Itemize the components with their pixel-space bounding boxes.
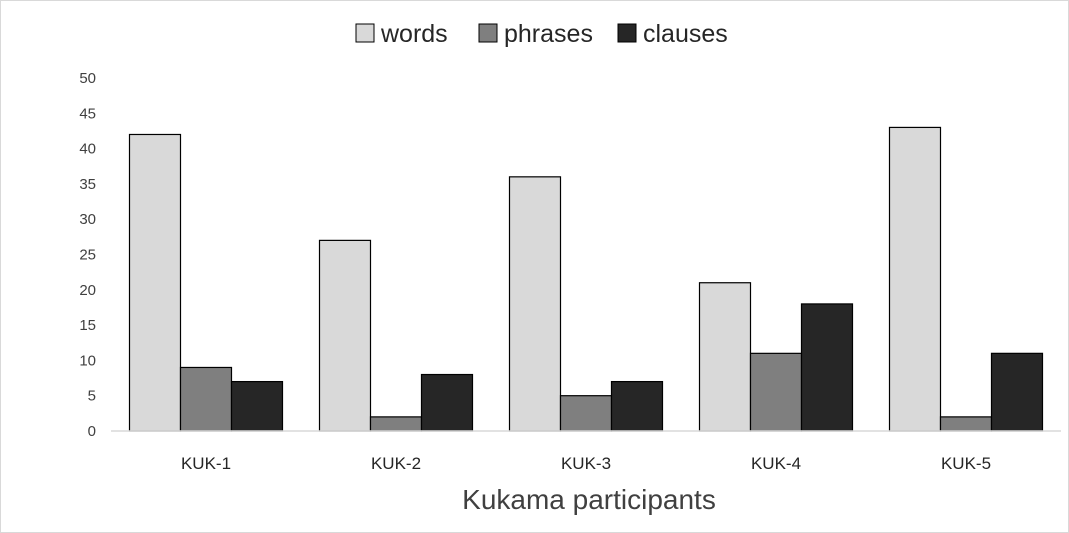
bar-words-kuk-5	[888, 126, 942, 432]
bar-words-kuk-4	[698, 282, 752, 432]
bar-words-kuk-1	[128, 133, 182, 432]
bar-phrases-kuk-2	[369, 416, 423, 432]
x-tick-label: KUK-1	[181, 454, 231, 473]
bar-phrases-kuk-4	[749, 352, 803, 432]
bar-words-kuk-3	[508, 176, 562, 432]
x-tick-label: KUK-4	[751, 454, 801, 473]
y-tick-label: 35	[79, 176, 96, 193]
bars	[128, 126, 1044, 432]
y-axis-ticks: 0 5 10 15 20 25 30 35 40 45 50	[79, 70, 96, 440]
bar-words-kuk-2	[318, 239, 372, 432]
y-tick-label: 10	[79, 352, 96, 369]
x-axis-title: Kukama participants	[462, 484, 716, 515]
bar-phrases-kuk-5	[939, 416, 993, 432]
y-tick-label: 15	[79, 317, 96, 334]
y-tick-label: 40	[79, 141, 96, 158]
y-tick-label: 50	[79, 70, 96, 87]
bar-clauses-kuk-2	[420, 373, 474, 432]
bar-clauses-kuk-1	[230, 380, 284, 432]
bar-clauses-kuk-5	[990, 352, 1044, 432]
x-tick-label: KUK-5	[941, 454, 991, 473]
bar-clauses-kuk-3	[610, 380, 664, 432]
x-tick-label: KUK-2	[371, 454, 421, 473]
y-tick-label: 30	[79, 211, 96, 228]
bar-clauses-kuk-4	[800, 303, 854, 432]
legend-label-clauses: clauses	[643, 20, 728, 48]
legend-label-words: words	[380, 20, 448, 48]
x-tick-label: KUK-3	[561, 454, 611, 473]
legend-label-phrases: phrases	[504, 20, 593, 48]
y-tick-label: 45	[79, 105, 96, 122]
legend: words phrases clauses	[355, 20, 728, 48]
y-tick-label: 25	[79, 247, 96, 264]
x-axis-categories: KUK-1 KUK-2 KUK-3 KUK-4 KUK-5	[181, 454, 991, 473]
legend-swatch-phrases	[478, 23, 498, 43]
y-tick-label: 20	[79, 282, 96, 299]
bar-phrases-kuk-3	[559, 395, 613, 432]
y-tick-label: 0	[88, 423, 96, 440]
legend-swatch-clauses	[617, 23, 637, 43]
y-tick-label: 5	[88, 388, 96, 405]
bar-phrases-kuk-1	[179, 366, 233, 432]
legend-swatch-words	[355, 23, 375, 43]
